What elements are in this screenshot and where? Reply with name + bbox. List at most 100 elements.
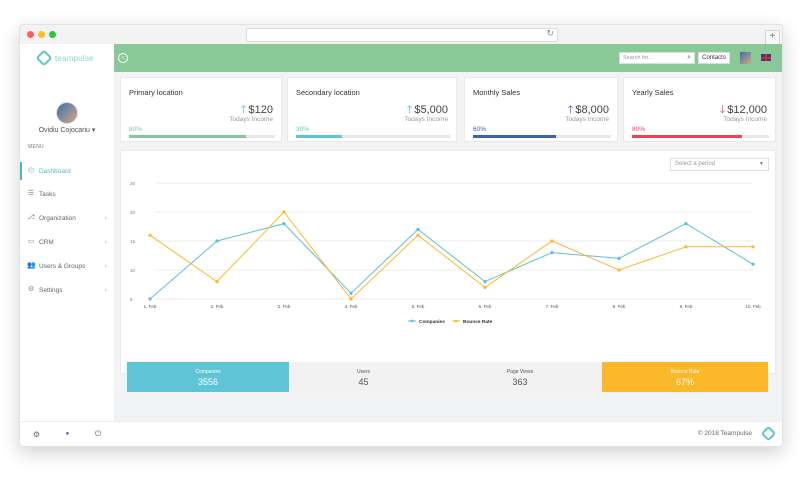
card-value: 🡓 $12,000 [720,101,768,120]
x-tick-label: 2. Feb [211,304,224,309]
arrow-up-icon: 🡑 [406,104,413,116]
contacts-button[interactable]: Contacts [698,52,730,64]
main-content: ‹ Search for... ⌕ Contacts Primary locat… [114,44,782,446]
logo-text: teampulse [55,53,94,63]
gear-icon: ⚙ [27,286,35,293]
progress-track [129,135,275,138]
card-amount: $120 [248,104,273,116]
period-select[interactable]: Select a period ▼ [670,158,769,171]
progress-track [632,135,769,138]
stat-value: 67% [675,377,694,387]
card-title: Yearly Sales [632,88,674,97]
progress-track [296,135,450,138]
app-logo[interactable]: teampulse [35,49,94,67]
sidebar-footer: ⚙ ● ⏻ [20,421,114,446]
profile-icon[interactable]: ● [65,431,70,437]
stat-card: Secondary location 🡑 $5,000 Todays Income 30… [287,77,457,142]
card-amount: $8,000 [575,104,609,116]
card-percent: 80% [632,126,646,133]
avatar[interactable] [56,102,78,124]
data-point [617,268,621,272]
stat-value: 3556 [197,377,219,387]
crm-icon: ▭ [27,238,35,245]
x-tick-label: 5. Feb [412,304,425,309]
legend-label: Companies [419,319,445,325]
chevron-left-icon: ‹ [104,238,107,246]
data-point [684,245,688,249]
minimize-window-button[interactable] [38,31,45,38]
data-point [550,239,554,243]
footer-logo-icon [760,425,777,442]
data-point [349,297,353,301]
stat-label: Bounce Rate [670,369,700,375]
x-tick-label: 6. Feb [479,304,492,309]
top-bar: ‹ Search for... ⌕ Contacts [114,44,782,72]
settings-icon[interactable]: ⚙ [32,429,40,439]
card-percent: 30% [296,126,310,133]
uk-flag-icon[interactable] [761,54,771,61]
x-tick-label: 7. Feb [546,304,559,309]
card-subtitle: Todays Income [723,116,767,123]
top-avatar[interactable] [740,52,751,64]
menu-title: MENU [28,144,44,150]
stat-box-page-views: Page Views 363 [438,362,602,392]
card-value: 🡑 $5,000 [407,101,448,120]
y-tick-label: 25 [130,181,136,186]
data-point [751,262,755,266]
sidebar-item-organization[interactable]: ⎇ Organization ‹ [20,209,114,227]
legend-label: Bounce Rate [463,319,493,325]
card-percent: 80% [129,126,143,133]
reload-icon[interactable]: ↻ [546,28,554,38]
progress-fill [632,135,742,138]
chevron-left-icon: ‹ [104,262,107,270]
footer: © 2018 Teampulse [114,421,782,446]
stat-box-bounce-rate: Bounce Rate 67% [602,362,768,392]
new-tab-button[interactable]: + [765,30,780,45]
legend-marker [454,319,458,323]
maximize-window-button[interactable] [49,31,56,38]
dashboard-icon: ◴ [27,167,35,174]
progress-fill [129,135,246,138]
progress-fill [296,135,343,138]
arrow-up-icon: 🡑 [240,104,247,116]
series-line-companies [149,223,754,300]
stats-row: Companies 3556 Users 45 Page Views 363 Bounce … [127,362,768,392]
chevron-down-icon: ▼ [759,161,764,167]
stat-value: 363 [512,377,528,387]
sidebar-item-crm[interactable]: ▭ CRM ‹ [20,233,114,251]
logo-icon [35,49,53,67]
stat-card: Yearly Sales 🡓 $12,000 Todays Income 80% [623,77,776,142]
data-point [416,227,420,231]
chevron-left-icon: ‹ [104,286,107,294]
menu-toggle-icon[interactable]: ‹ [118,53,128,63]
search-input[interactable]: Search for... ⌕ [619,52,695,64]
sidebar-item-tasks[interactable]: ☰ Tasks [20,185,114,203]
progress-track [473,135,611,138]
data-point [483,280,487,284]
sidebar-item-users-groups[interactable]: 👥 Users & Groups ‹ [20,257,114,275]
card-subtitle: Todays Income [229,116,273,123]
sidebar-item-label: Settings [39,286,63,294]
close-window-button[interactable] [27,31,34,38]
sidebar-item-dashboard[interactable]: ◴ Dashboard [20,162,116,180]
card-subtitle: Todays Income [565,116,609,123]
search-icon[interactable]: ⌕ [687,54,691,61]
tasks-icon: ☰ [27,190,35,197]
stat-label: Page Views [506,369,534,375]
data-point [684,222,688,226]
stat-label: Users [356,369,371,375]
period-select-placeholder: Select a period [675,161,716,167]
stat-label: Companies [195,369,221,375]
address-bar[interactable]: ↻ [246,28,558,42]
data-point [751,245,755,249]
search-placeholder: Search for... [623,55,653,61]
sidebar-item-label: CRM [39,238,54,246]
data-point [550,251,554,255]
x-tick-label: 8. Feb [613,304,626,309]
user-name-dropdown[interactable]: Ovidiu Cojocariu ▾ [38,127,96,134]
line-chart: 5 10 15 20 25 1. Feb 2. Feb 3. Feb 4. Feb 5. Feb 6… [130,181,761,325]
sidebar-item-settings[interactable]: ⚙ Settings ‹ [20,281,114,299]
y-tick-label: 10 [130,268,136,273]
card-title: Primary location [129,88,183,97]
power-icon[interactable]: ⏻ [94,429,102,438]
